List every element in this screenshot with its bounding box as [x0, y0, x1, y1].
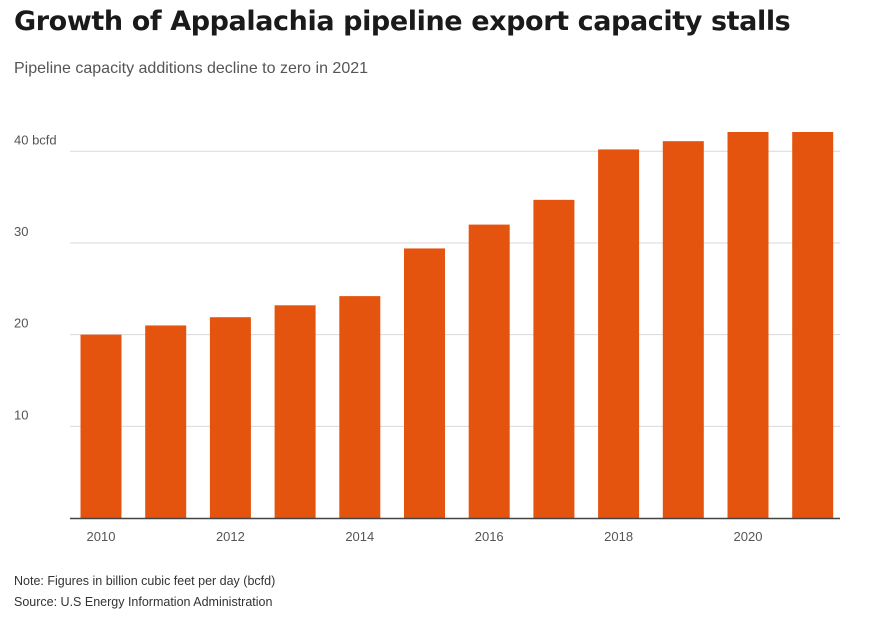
bar-2010: [80, 334, 122, 518]
bar-2015: [404, 248, 445, 518]
bar-2018: [598, 149, 640, 519]
bar-2019: [662, 141, 704, 518]
bar-2021: [792, 132, 834, 518]
chart-subtitle: Pipeline capacity additions decline to z…: [14, 60, 369, 77]
x-tick-labels: 2010 2012 2014 2016 2018 2020: [87, 529, 763, 544]
chart-title: Growth of Appalachia pipeline export cap…: [14, 6, 791, 37]
y-tick-labels: 10 20 30 40 bcfd: [14, 132, 57, 422]
bar-2014: [339, 296, 381, 518]
bar-2011: [145, 325, 187, 518]
x-tick-label-2012: 2012: [216, 529, 245, 544]
y-tick-label-30: 30: [14, 224, 28, 239]
y-tick-label-10: 10: [14, 407, 28, 422]
x-tick-label-2010: 2010: [87, 529, 116, 544]
bar-2016: [468, 224, 510, 518]
bar-2013: [274, 305, 316, 518]
y-tick-label-40: 40 bcfd: [14, 132, 57, 147]
x-tick-label-2018: 2018: [604, 529, 633, 544]
bar-2012: [209, 317, 251, 518]
bar-2020: [727, 132, 769, 518]
x-tick-label-2014: 2014: [345, 529, 374, 544]
bar-2017: [533, 199, 575, 519]
x-tick-label-2016: 2016: [475, 529, 504, 544]
y-tick-label-20: 20: [14, 316, 28, 331]
gridlines: [70, 150, 840, 427]
bars: [80, 132, 834, 519]
chart-note: Note: Figures in billion cubic feet per …: [14, 574, 276, 588]
x-tick-label-2020: 2020: [734, 529, 763, 544]
chart-source: Source: U.S Energy Information Administr…: [14, 595, 273, 609]
